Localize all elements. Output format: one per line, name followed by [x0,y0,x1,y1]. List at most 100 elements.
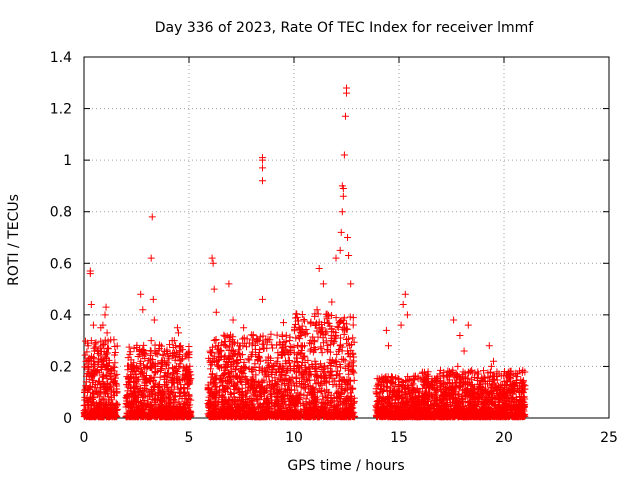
data-point [98,373,106,381]
y-tick-label: 1.2 [50,102,72,118]
data-point [211,394,219,402]
data-point [169,364,177,372]
data-point [139,361,147,369]
data-point [86,409,94,417]
data-point [226,352,234,360]
data-point [335,392,343,400]
data-point [461,369,469,377]
data-point [247,399,255,407]
data-point [160,372,168,380]
data-point [168,409,176,417]
data-point [341,397,349,405]
data-point [316,413,324,421]
data-point [293,313,301,321]
data-point [291,367,299,375]
data-point [207,411,215,419]
data-point [332,405,340,413]
data-point [344,335,352,343]
data-point [336,399,344,407]
data-point [336,360,344,368]
data-point [186,375,194,383]
data-point [228,336,236,344]
data-point [84,342,92,350]
data-point [295,333,303,341]
data-point [304,356,312,364]
data-point [251,360,259,368]
data-point [238,378,246,386]
data-point [143,362,151,370]
data-point [520,410,528,418]
data-point [331,377,339,385]
data-point [295,349,303,357]
data-point [134,353,142,361]
data-point [146,347,154,355]
data-point [439,372,447,380]
data-points [80,84,529,421]
data-point [421,375,429,383]
data-point [294,396,302,404]
data-point [295,323,303,331]
data-point [180,411,188,419]
data-point [512,403,520,411]
data-point [104,344,112,352]
data-point [158,362,166,370]
data-point [392,374,400,382]
data-point [282,372,290,380]
data-point [473,413,481,421]
data-point [221,338,229,346]
data-point [347,400,355,408]
data-point [111,410,119,418]
x-axis-ticks: 0 5 10 15 20 25 [80,57,618,446]
data-point [163,385,171,393]
data-point [332,314,340,322]
data-point [300,353,308,361]
data-point [349,384,357,392]
data-point [135,365,143,373]
data-point [414,373,422,381]
data-point [145,374,153,382]
x-tick-label: 5 [185,430,194,446]
data-point [224,359,232,367]
data-point [105,345,113,353]
data-point [317,360,325,368]
data-point [425,397,433,405]
data-point [92,404,100,412]
data-point [96,351,104,359]
data-point [92,380,100,388]
data-point [487,412,495,420]
data-point [251,379,259,387]
data-point [442,395,450,403]
data-point [313,372,321,380]
data-point [169,412,177,420]
data-point [184,380,192,388]
data-point [211,390,219,398]
data-point [139,411,147,419]
data-point [410,372,418,380]
data-point [327,391,335,399]
data-point [223,343,231,351]
data-point [136,398,144,406]
data-point [335,412,343,420]
data-point [487,397,495,405]
data-point [426,409,434,417]
data-point [349,314,357,322]
data-point [97,337,105,345]
data-point [342,386,350,394]
data-point [343,320,351,328]
data-point [394,392,402,400]
data-point [130,359,138,367]
data-point [282,337,290,345]
data-point [459,402,467,410]
data-point [223,362,231,370]
data-point [276,402,284,410]
data-point [208,358,216,366]
data-point [124,383,132,391]
data-point [267,396,275,404]
data-point [211,402,219,410]
data-point [319,398,327,406]
data-point [100,347,108,355]
data-point [297,390,305,398]
data-point [163,361,171,369]
data-point [419,409,427,417]
data-point [467,385,475,393]
